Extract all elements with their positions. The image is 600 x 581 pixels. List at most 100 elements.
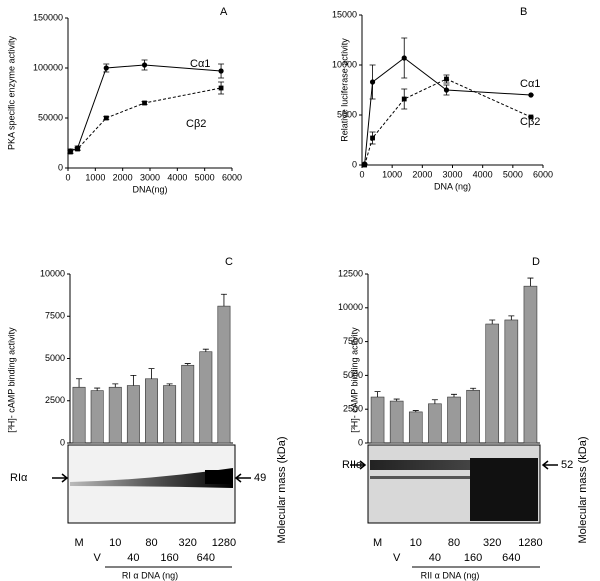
error-bar <box>76 378 83 388</box>
x-tick-label: M <box>74 537 83 549</box>
error-bar <box>412 410 419 412</box>
error-bar <box>451 393 457 398</box>
error-bar <box>489 319 496 325</box>
panel-label: C <box>225 256 233 268</box>
x-tick-label: 10 <box>410 537 422 549</box>
x-tick-label: 640 <box>502 552 520 564</box>
x-tick-label: 640 <box>197 552 215 564</box>
arrow <box>350 460 367 470</box>
point <box>401 96 407 102</box>
point <box>362 162 368 168</box>
error-bar <box>166 383 173 386</box>
x-axis-label: DNA(ng) <box>132 184 167 194</box>
x-axis-label: RII α DNA (ng) <box>421 570 480 580</box>
series-line <box>70 64 222 152</box>
bar <box>408 411 423 444</box>
x-tick-label: 10 <box>109 537 121 549</box>
x-tick-label: 1280 <box>518 537 542 549</box>
error-bar <box>508 315 515 320</box>
x-tick-label: 40 <box>429 552 441 564</box>
error-bar <box>431 399 438 404</box>
point <box>443 87 450 93</box>
x-tick-label: 0 <box>359 169 364 179</box>
y-tick-label: 7500 <box>45 311 65 321</box>
bar <box>126 385 140 444</box>
mass-value: 49 <box>254 472 266 484</box>
y-tick-label: 10000 <box>40 268 65 278</box>
blot-label: RIα <box>10 472 28 484</box>
error-bar <box>220 293 227 307</box>
blot-d <box>367 444 541 524</box>
x-tick-label: 2000 <box>113 172 133 182</box>
x-tick-label: 160 <box>464 552 482 564</box>
y-axis-label: [³H]- cAMP binding activity <box>349 327 359 433</box>
point <box>103 65 109 71</box>
x-axis-label: DNA (ng) <box>434 181 471 191</box>
panel-label: B <box>520 6 527 18</box>
x-axis-label: RI α DNA (ng) <box>122 570 178 580</box>
bar <box>466 389 480 444</box>
y-tick-label: 0 <box>358 437 363 447</box>
panel-label: D <box>532 256 540 268</box>
error-bar <box>94 387 101 391</box>
bar <box>108 386 122 444</box>
bar <box>199 351 213 444</box>
error-bar <box>374 391 381 398</box>
point <box>218 85 224 91</box>
x-tick-label: 2000 <box>412 169 432 179</box>
panel-label: A <box>220 6 228 18</box>
y-tick-label: 5000 <box>45 353 65 363</box>
error-bar <box>184 363 191 366</box>
mass-label: Molecular mass (kDa) <box>276 437 288 544</box>
arrow <box>541 460 558 470</box>
x-tick-label: 5000 <box>503 169 523 179</box>
bar <box>504 319 519 444</box>
bar <box>90 390 104 444</box>
error-bar <box>202 348 209 352</box>
y-tick-label: 10000 <box>332 59 357 69</box>
x-tick-label: 1280 <box>212 537 236 549</box>
series-line <box>364 57 531 165</box>
x-tick-label: 3000 <box>442 169 462 179</box>
y-tick-label: 7500 <box>343 336 363 346</box>
point <box>369 79 376 85</box>
error-bar <box>470 387 477 391</box>
arrow <box>52 473 69 483</box>
y-axis-label: Relative luciferase activity <box>339 38 349 142</box>
x-tick-label: 1000 <box>382 169 402 179</box>
x-tick-label: 4000 <box>167 172 187 182</box>
bar <box>389 400 404 444</box>
series-line <box>364 78 532 166</box>
bar <box>370 396 385 444</box>
x-tick-label: 160 <box>160 552 178 564</box>
bar <box>181 364 195 444</box>
x-tick-label: V <box>93 552 101 564</box>
y-tick-label: 15000 <box>332 9 357 19</box>
x-tick-label: 1000 <box>85 172 105 182</box>
point <box>141 62 148 68</box>
x-tick-label: 40 <box>127 552 139 564</box>
error-bar <box>112 383 119 388</box>
point <box>103 115 109 121</box>
y-tick-label: 5000 <box>337 109 357 119</box>
error-bar <box>393 398 400 402</box>
y-tick-label: 10000 <box>338 302 363 312</box>
error-bar <box>130 375 137 386</box>
y-tick-label: 50000 <box>38 112 63 122</box>
mass-label: Molecular mass (kDa) <box>577 437 589 544</box>
y-tick-label: 2500 <box>343 404 363 414</box>
error-bar <box>527 277 534 287</box>
y-tick-label: 2500 <box>45 395 65 405</box>
bar <box>163 385 177 444</box>
y-tick-label: 5000 <box>343 370 363 380</box>
y-axis-label: PKA specific enzyme activity <box>6 35 16 150</box>
series-label: Cβ2 <box>520 116 540 128</box>
x-tick-label: 3000 <box>140 172 160 182</box>
point <box>444 76 449 82</box>
series-label: Cα1 <box>520 78 540 90</box>
x-tick-label: 6000 <box>222 172 242 182</box>
bar <box>72 386 86 444</box>
x-tick-label: 320 <box>483 537 501 549</box>
x-tick-label: 4000 <box>473 169 493 179</box>
point <box>75 146 80 152</box>
